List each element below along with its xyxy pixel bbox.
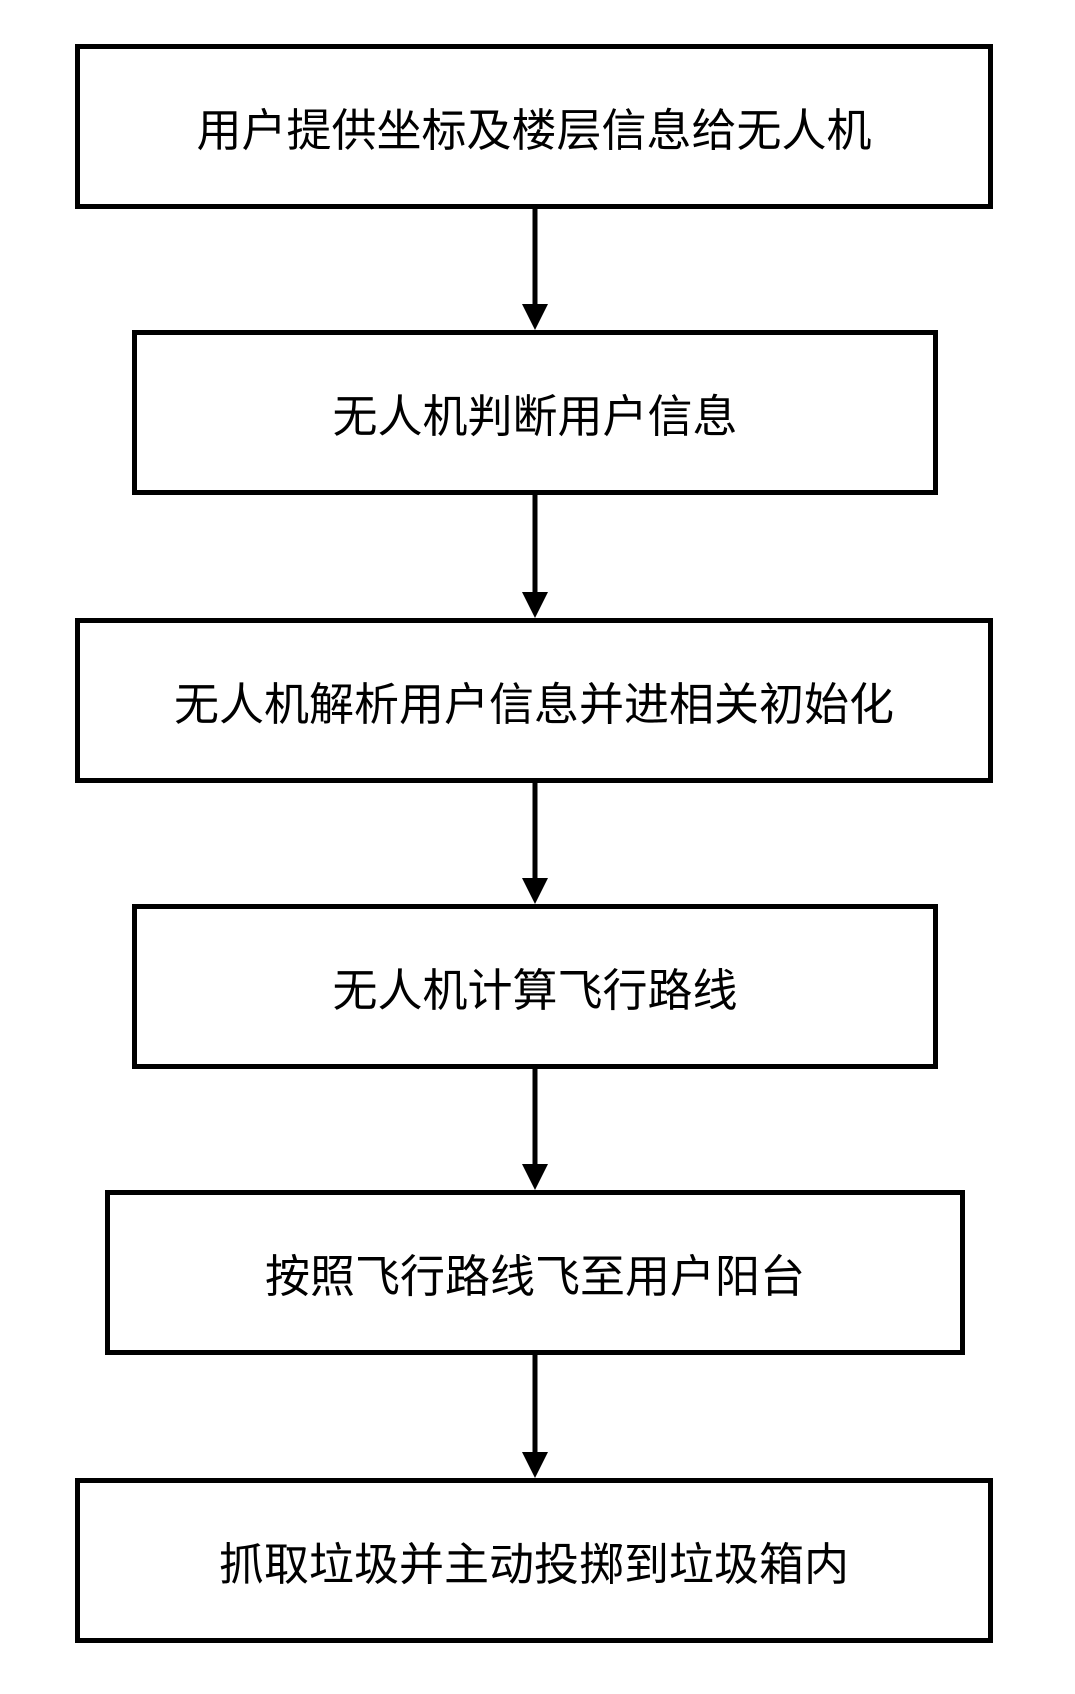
flowchart-node: 无人机判断用户信息 [132,330,938,495]
flowchart-node-label: 无人机解析用户信息并进相关初始化 [174,668,894,733]
flowchart-node: 抓取垃圾并主动投掷到垃圾箱内 [75,1478,993,1643]
flowchart-node-label: 按照飞行路线飞至用户阳台 [265,1240,805,1305]
flowchart-node-label: 用户提供坐标及楼层信息给无人机 [196,94,871,159]
flowchart-node: 用户提供坐标及楼层信息给无人机 [75,44,993,209]
flowchart-arrow [520,495,550,618]
flowchart-arrow [520,1069,550,1190]
flowchart-node-label: 无人机计算飞行路线 [332,954,737,1019]
flowchart-arrow [520,1355,550,1478]
flowchart-node: 按照飞行路线飞至用户阳台 [105,1190,965,1355]
flowchart-node-label: 抓取垃圾并主动投掷到垃圾箱内 [219,1528,849,1593]
flowchart-canvas: 用户提供坐标及楼层信息给无人机无人机判断用户信息无人机解析用户信息并进相关初始化… [0,0,1075,1694]
flowchart-node: 无人机解析用户信息并进相关初始化 [75,618,993,783]
flowchart-node: 无人机计算飞行路线 [132,904,938,1069]
flowchart-arrow [520,209,550,330]
flowchart-node-label: 无人机判断用户信息 [332,380,737,445]
flowchart-arrow [520,783,550,904]
